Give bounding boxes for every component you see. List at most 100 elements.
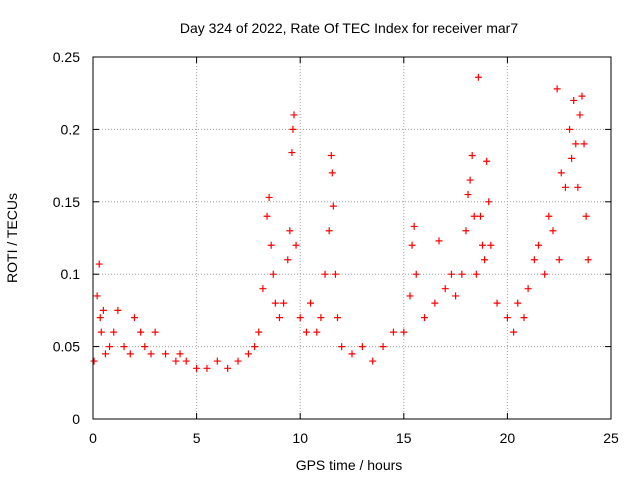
data-point [474,73,482,81]
y-tick-label: 0.2 [61,121,81,137]
data-point [576,111,584,119]
data-point [358,343,366,351]
y-tick-label: 0.05 [53,339,80,355]
x-tick-label: 20 [500,430,516,446]
data-point [561,183,569,191]
data-point [481,256,489,264]
data-point [141,343,149,351]
x-tick-label: 10 [292,430,308,446]
data-point [271,299,279,307]
data-point [452,292,460,300]
data-point [487,241,495,249]
data-point [578,92,586,100]
data-point [96,314,104,322]
data-point [269,270,277,278]
data-point [379,343,387,351]
data-point [582,212,590,220]
data-point [275,314,283,322]
data-point [549,227,557,235]
data-point [514,299,522,307]
data-point [97,328,105,336]
y-axis-label: ROTI / TECUs [4,193,20,283]
data-point [470,212,478,220]
data-point [162,350,170,358]
data-point [289,125,297,133]
data-point [259,285,267,293]
data-point [483,157,491,165]
data-points [90,73,592,372]
data-point [400,328,408,336]
data-point [110,328,118,336]
data-point [244,350,252,358]
data-point [476,212,484,220]
data-point [466,176,474,184]
data-point [479,241,487,249]
data-point [292,241,300,249]
data-point [313,328,321,336]
data-point [284,256,292,264]
data-point [441,285,449,293]
grid-lines [93,57,611,419]
data-point [176,350,184,358]
data-point [333,314,341,322]
data-point [485,198,493,206]
x-tick-label: 15 [396,430,412,446]
data-point [234,357,242,365]
data-point [325,227,333,235]
data-point [566,125,574,133]
data-point [99,306,107,314]
chart-title: Day 324 of 2022, Rate Of TEC Index for r… [180,20,518,36]
data-point [462,227,470,235]
data-point [193,364,201,372]
data-point [524,285,532,293]
data-point [408,241,416,249]
data-point [568,154,576,162]
data-point [458,270,466,278]
data-point [130,314,138,322]
data-point [421,314,429,322]
data-point [338,343,346,351]
data-point [530,256,538,264]
data-point [90,357,98,365]
data-point [251,343,259,351]
data-point [572,140,580,148]
data-point [224,364,232,372]
data-point [265,193,273,201]
data-point [389,328,397,336]
data-point [203,364,211,372]
x-tick-label: 25 [603,430,619,446]
data-point [286,227,294,235]
data-point [288,149,296,157]
data-point [263,212,271,220]
data-point [406,292,414,300]
data-point [126,350,134,358]
y-tick-label: 0.25 [53,49,80,65]
data-point [290,111,298,119]
data-point [510,328,518,336]
data-point [147,350,155,358]
data-point [101,350,109,358]
x-tick-label: 5 [193,430,201,446]
data-point [493,299,501,307]
data-point [369,357,377,365]
data-point [574,183,582,191]
y-tick-label: 0.1 [61,266,81,282]
data-point [328,169,336,177]
data-point [93,292,101,300]
data-point [137,328,145,336]
x-tick-label: 0 [89,430,97,446]
data-point [412,270,420,278]
data-point [468,151,476,159]
data-point [534,241,542,249]
plot-frame [92,56,612,420]
axis-ticks: 0 5 10 15 20 25 0 0.05 0.1 0.15 0.2 0.25 [53,49,619,446]
data-point [296,314,304,322]
data-point [317,314,325,322]
data-point [410,222,418,230]
data-point [267,241,275,249]
data-point [545,212,553,220]
data-point [151,328,159,336]
data-point [555,256,563,264]
data-point [182,357,190,365]
